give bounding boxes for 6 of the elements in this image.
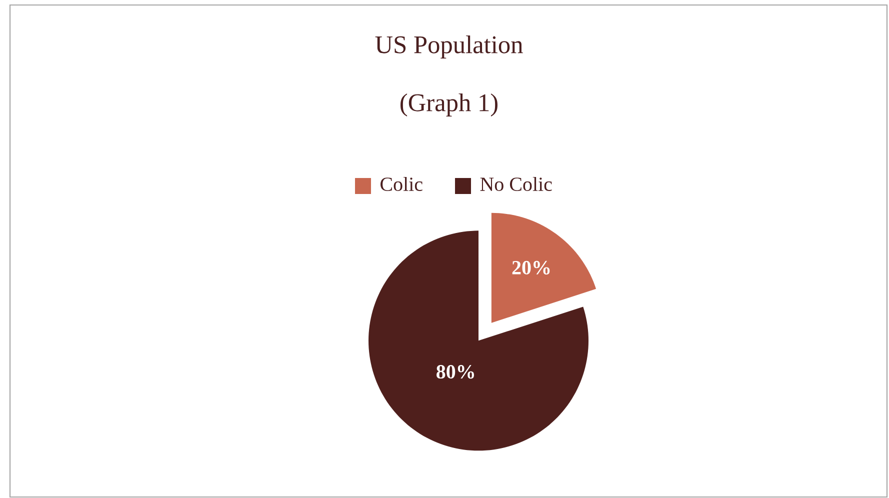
data-label: 20% xyxy=(512,260,550,274)
data-label: 80% xyxy=(436,365,474,379)
chart-title: US Population xyxy=(375,36,523,58)
legend-label: Colic xyxy=(380,176,422,192)
legend-label: No Colic xyxy=(480,176,552,192)
chart-subtitle: (Graph 1) xyxy=(400,94,498,116)
